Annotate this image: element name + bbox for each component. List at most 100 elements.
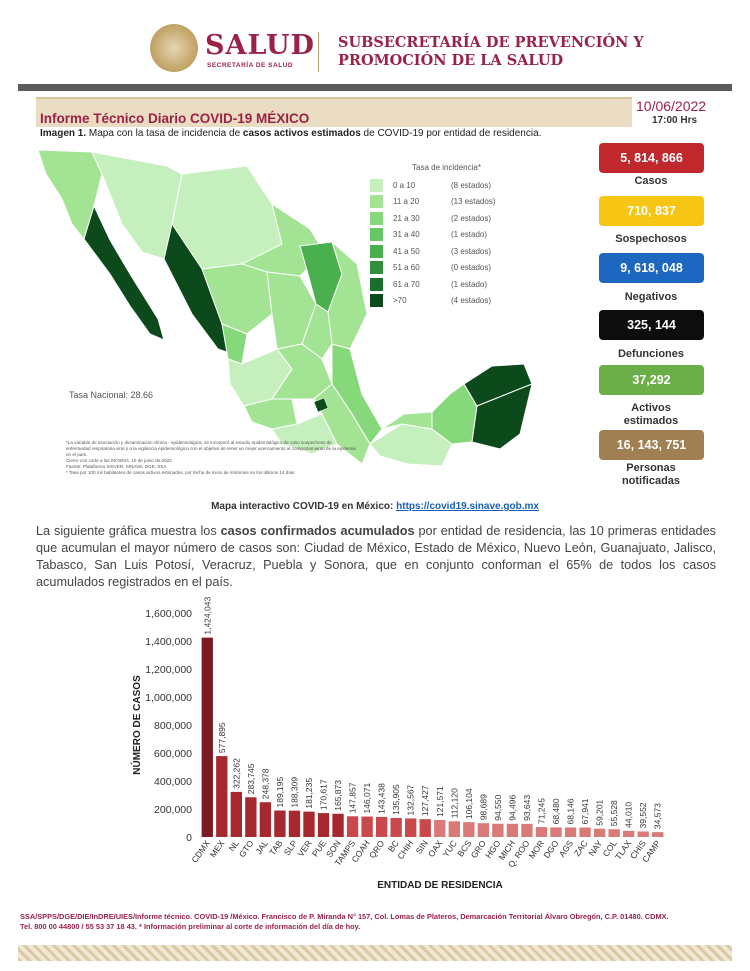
y-axis-label: NÚMERO DE CASOS [130, 675, 143, 775]
legend-range: 41 a 50 [393, 246, 420, 256]
map-note-3: Fuente: Plataforma SISVER, SINAVE, DGE, … [66, 464, 167, 469]
bar-value-label: 165,873 [333, 780, 343, 811]
y-tick-label: 0 [186, 832, 192, 844]
x-tick-label: CHIH [395, 838, 415, 861]
stat-label: Personas notificadas [621, 462, 681, 487]
legend-row: 31 a 40 (1 estado) [370, 228, 487, 242]
chart-bar [579, 827, 591, 837]
stat-value-box: 325, 144 [599, 310, 704, 340]
bar-value-label: 68,480 [551, 798, 561, 824]
x-tick-label: MEX [208, 838, 227, 859]
legend-row: 41 a 50 (3 estados) [370, 244, 491, 258]
bar-value-label: 135,905 [391, 784, 401, 815]
y-tick-label: 1,000,000 [145, 692, 192, 704]
bar-value-label: 44,010 [624, 802, 634, 828]
bar-value-label: 94,550 [493, 794, 503, 820]
x-tick-label: VER [295, 838, 313, 858]
x-tick-label: NAY [586, 838, 604, 858]
paragraph-text-2: por entidad de residencia, las 10 primer… [36, 524, 716, 589]
map-region-qroo [471, 383, 533, 450]
x-tick-label: AGS [557, 838, 576, 859]
x-tick-label: JAL [253, 838, 270, 856]
chart-bar [623, 830, 635, 837]
x-tick-label: GTO [237, 838, 256, 859]
map-link-label: Mapa interactivo COVID-19 en México: [211, 501, 397, 512]
chart-bar [405, 818, 417, 837]
cases-by-state-chart: 0 200,000 400,000 600,000 800,000 1,000,000 1,… [130, 597, 664, 891]
bar-value-label: 577,895 [217, 722, 227, 753]
map-legend-title: Tasa de incidencia* [412, 163, 481, 172]
bar-value-label: 322,262 [231, 758, 241, 789]
bar-value-label: 283,745 [246, 763, 256, 794]
bar-value-label: 1,424,043 [202, 597, 212, 635]
bar-value-label: 132,567 [406, 784, 416, 815]
x-tick-label: YUC [440, 838, 458, 858]
stat-label: Defunciones [617, 348, 684, 360]
chart-bar [593, 828, 606, 837]
caption-prefix: Imagen 1. [40, 128, 87, 139]
bar-value-label: 188,309 [289, 777, 299, 808]
chart-bar [288, 810, 301, 837]
legend-row: 11 a 20 (13 estados) [370, 195, 495, 209]
caption-text-2: de COVID-19 por entidad de residencia. [360, 128, 542, 139]
paragraph-bold: casos confirmados acumulados [220, 524, 415, 538]
government-emblem-icon [150, 24, 198, 72]
report-time: 17:00 Hrs [652, 115, 698, 126]
x-tick-label: OAX [426, 838, 445, 859]
subsecretaria-line-1: SUBSECRETARÍA DE PREVENCIÓN Y [338, 34, 644, 51]
stat-value-box: 37,292 [599, 365, 704, 395]
footer-line-1: SSA/SPPS/DGE/DIE/InDRE/UIES/Informe técn… [20, 912, 669, 921]
legend-swatch [370, 261, 383, 274]
bar-value-label: 68,146 [566, 798, 576, 824]
legend-count: (3 estados) [451, 246, 492, 256]
legend-count: (8 estados) [451, 180, 492, 190]
legend-count: (4 estados) [451, 296, 492, 305]
chart-bar [230, 791, 242, 837]
chart-bar [245, 797, 257, 837]
subsecretaria-line-2: PROMOCIÓN DE LA SALUD [338, 52, 564, 69]
bar-value-label: 39,552 [638, 802, 648, 828]
bar-value-label: 106,104 [464, 788, 474, 819]
image-caption: Imagen 1. Mapa con la tasa de incidencia… [40, 128, 541, 139]
footer-line-2: Tel. 800 00 44800 / 55 53 37 18 43. * In… [20, 922, 361, 931]
stat-value-box: 9, 618, 048 [599, 253, 704, 283]
legend-row: 21 a 30 (2 estados) [370, 211, 491, 225]
chart-bar [535, 827, 548, 837]
chart-bar [317, 813, 330, 837]
chart-bar [637, 831, 649, 837]
chart-bar [216, 756, 228, 837]
chart-bar [448, 821, 460, 837]
bar-value-label: 94,496 [507, 794, 517, 820]
chart-bar [608, 829, 620, 837]
legend-count: (1 estado) [451, 230, 488, 239]
x-tick-label: TLAX [613, 838, 634, 861]
map-notes: *La variable de asociación y dictaminaci… [66, 440, 356, 476]
bar-value-label: 59,201 [595, 799, 605, 825]
bar-value-label: 189,195 [275, 777, 285, 808]
bar-value-label: 67,941 [580, 798, 590, 824]
map-link[interactable]: https://covid19.sinave.gob.mx [396, 501, 539, 512]
bar-value-label: 112,120 [449, 788, 459, 818]
map-note-4: * Tasa por 100 mil habitantes de casos a… [66, 470, 295, 475]
footer-pattern [18, 945, 732, 961]
bar-value-label: 127,427 [420, 785, 430, 816]
bar-value-label: 34,573 [653, 803, 663, 829]
x-tick-label: QRO [367, 838, 387, 860]
map-link-line: Mapa interactivo COVID-19 en México: htt… [0, 501, 750, 512]
legend-range: 0 a 10 [393, 180, 416, 190]
legend-range: 11 a 20 [393, 197, 420, 206]
footer-text: SSA/SPPS/DGE/DIE/InDRE/UIES/Informe técn… [20, 912, 730, 932]
legend-count: (1 estado) [451, 279, 488, 289]
legend-row: 51 a 60 (0 estados) [370, 261, 491, 275]
chart-bar [361, 816, 373, 837]
map-region-bcs [83, 204, 165, 341]
stat-label: Casos [634, 175, 668, 187]
x-tick-label: MOR [527, 838, 547, 860]
brand-name: SALUD [205, 30, 315, 61]
legend-swatch [370, 244, 383, 258]
x-axis-label: ENTIDAD DE RESIDENCIA [377, 880, 503, 891]
chart-bar [564, 827, 577, 837]
legend-swatch [370, 228, 383, 241]
legend-range: 61 a 70 [393, 279, 420, 289]
y-tick-label: 1,600,000 [145, 608, 192, 620]
